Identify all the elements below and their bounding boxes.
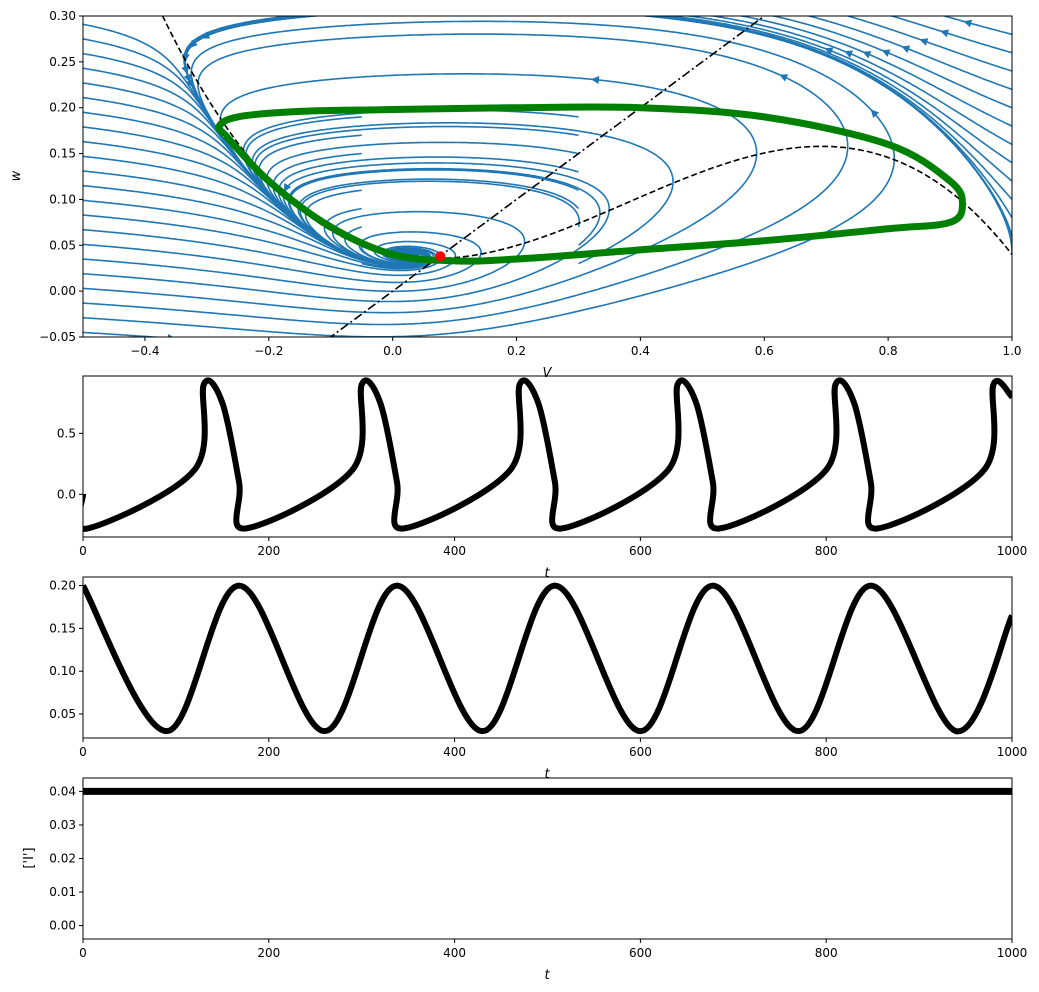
x-tick-label: 200 — [257, 544, 280, 558]
stream-arrow — [963, 19, 973, 28]
y-tick-label: 0.10 — [49, 192, 76, 206]
x-tick-label: 600 — [629, 544, 652, 558]
current-trace-axes: 0 200 400 600 800 1000 0.00 0.01 0.02 0.03 0.04 — [49, 784, 1027, 960]
stream-arrow — [881, 49, 891, 57]
phase-plane-axes: −0.4 −0.2 0.0 0.2 0.4 0.6 0.8 1.0 −0.05 0.00 0.05 0… — [39, 9, 1021, 358]
x-tick-label: 0 — [79, 745, 87, 759]
stream-arrow — [167, 333, 174, 337]
y-tick-label: 0.03 — [49, 818, 76, 832]
current-trace-frame — [82, 777, 1013, 940]
x-tick-label: −0.2 — [254, 344, 283, 358]
streamline — [83, 23, 430, 267]
y-tick-label: 0.15 — [49, 621, 76, 635]
y-tick-label: 0.00 — [49, 919, 76, 933]
x-tick-label: 1000 — [997, 946, 1028, 960]
streamline — [683, 16, 1012, 164]
streamline — [770, 16, 1012, 109]
x-tick-label: 600 — [629, 745, 652, 759]
x-tick-label: 600 — [629, 946, 652, 960]
x-tick-label: 0.6 — [755, 344, 774, 358]
streamline — [83, 126, 430, 267]
y-tick-label: 0.15 — [49, 147, 76, 161]
x-tick-label: 400 — [443, 544, 466, 558]
x-tick-label: 0.0 — [383, 344, 402, 358]
streamline — [941, 16, 1012, 36]
x-tick-label: −0.4 — [130, 344, 159, 358]
phase-ylabel: w — [9, 170, 24, 181]
y-tick-label: 0.0 — [57, 487, 76, 501]
streamline — [254, 125, 579, 267]
recovery-trace-frame — [82, 576, 1013, 739]
y-tick-label: 0.04 — [49, 784, 76, 798]
phase-plane-frame — [82, 15, 1013, 338]
x-tick-label: 1.0 — [1002, 344, 1021, 358]
stream-arrow — [185, 78, 193, 88]
y-tick-label: 0.25 — [49, 55, 76, 69]
streamline — [889, 16, 1012, 54]
streamline — [1008, 16, 1012, 17]
x-tick-label: 800 — [815, 946, 838, 960]
fixed-point-marker — [435, 251, 446, 262]
w-nullcline-line — [329, 16, 766, 337]
stream-arrow — [919, 38, 929, 46]
stream-arrow — [862, 51, 872, 59]
recovery-trace-panel: 0 200 400 600 800 1000 0.05 0.10 0.15 0.20 t — [49, 576, 1027, 782]
voltage-trace-frame — [82, 375, 1013, 538]
current-ylabel: ['I'] — [22, 847, 37, 868]
y-tick-label: 0.05 — [49, 707, 76, 721]
y-tick-label: 0.20 — [49, 579, 76, 593]
stream-arrow — [824, 47, 834, 55]
y-tick-label: 0.02 — [49, 852, 76, 866]
x-tick-label: 200 — [257, 745, 280, 759]
x-tick-label: 800 — [815, 745, 838, 759]
x-tick-label: 200 — [257, 946, 280, 960]
stream-arrow — [779, 74, 789, 82]
y-tick-label: 0.30 — [49, 9, 76, 23]
x-tick-label: 0.8 — [879, 344, 898, 358]
streamline — [806, 16, 1012, 91]
recovery-xlabel: t — [544, 767, 550, 782]
stream-arrow — [870, 109, 880, 118]
stream-arrow — [901, 45, 911, 53]
stream-arrow — [590, 76, 600, 85]
voltage-trace-panel: 0 200 400 600 800 1000 0.0 0.5 t — [57, 375, 1027, 581]
recovery-trace-axes: 0 200 400 600 800 1000 0.05 0.10 0.15 0.20 — [49, 579, 1027, 759]
y-tick-label: 0.20 — [49, 101, 76, 115]
y-tick-label: 0.05 — [49, 238, 76, 252]
x-tick-label: 1000 — [997, 745, 1028, 759]
x-tick-label: 1000 — [997, 544, 1028, 558]
x-tick-label: 400 — [443, 946, 466, 960]
phase-plane-panel: −0.4 −0.2 0.0 0.2 0.4 0.6 0.8 1.0 −0.05 0.00 0.05 0… — [9, 9, 1022, 381]
streamline — [737, 16, 1012, 127]
y-tick-label: 0.5 — [57, 426, 76, 440]
stream-arrow — [283, 183, 292, 193]
x-tick-label: 800 — [815, 544, 838, 558]
voltage-trace-line — [83, 377, 1012, 532]
x-tick-label: 0 — [79, 544, 87, 558]
streamline — [83, 331, 166, 337]
voltage-trace-axes: 0 200 400 600 800 1000 0.0 0.5 — [57, 426, 1027, 558]
streamline — [845, 16, 1012, 72]
voltage-xlabel: t — [544, 566, 550, 581]
y-tick-label: 0.00 — [49, 284, 76, 298]
recovery-trace-line — [83, 582, 1012, 735]
x-tick-label: 0 — [79, 946, 87, 960]
x-tick-label: 0.4 — [631, 344, 650, 358]
stream-arrow — [940, 29, 950, 38]
stream-arrow — [844, 50, 854, 58]
v-nullcline-curve — [161, 16, 1012, 260]
y-tick-label: 0.10 — [49, 664, 76, 678]
y-tick-label: 0.01 — [49, 885, 76, 899]
streamline — [708, 16, 1012, 146]
x-tick-label: 0.2 — [507, 344, 526, 358]
x-tick-label: 400 — [443, 745, 466, 759]
y-tick-label: −0.05 — [39, 330, 76, 344]
current-xlabel: t — [544, 968, 550, 983]
phase-xlabel: V — [543, 366, 553, 381]
